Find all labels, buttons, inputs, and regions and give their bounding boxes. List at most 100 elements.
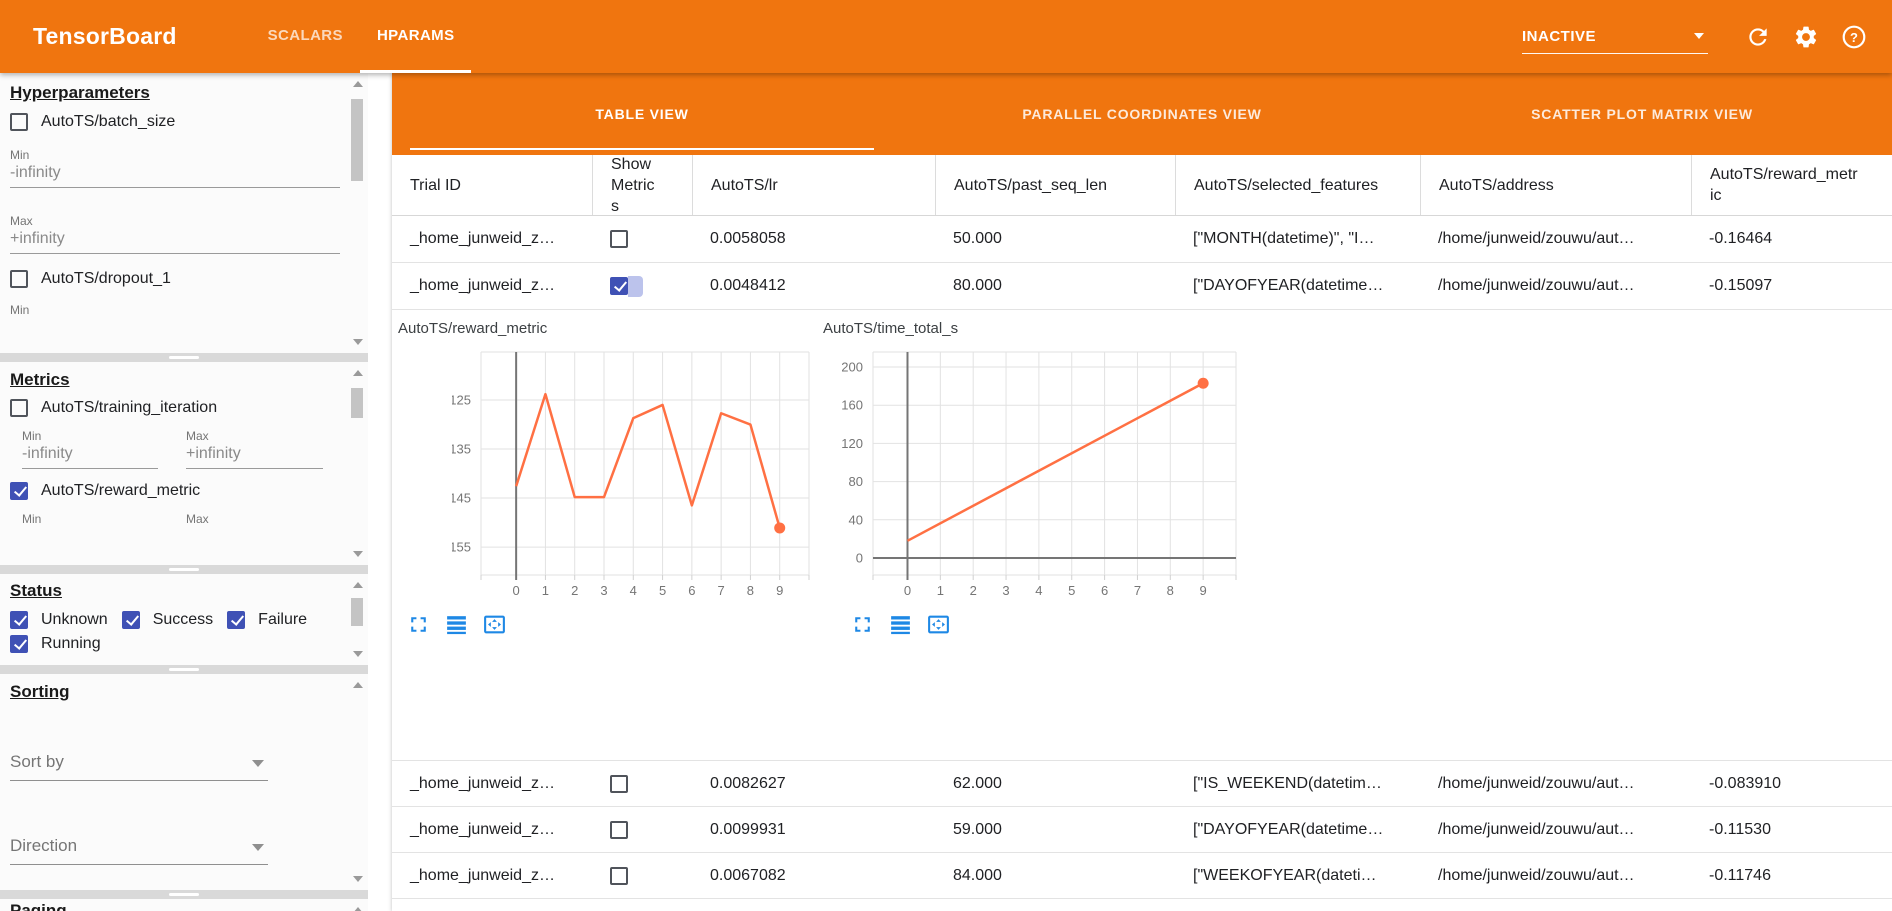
svg-text:2: 2 xyxy=(970,583,977,598)
show-metrics-checkbox[interactable] xyxy=(610,866,628,885)
reward-metric-chart: -0.125 -0.135 -0.145 -0.155 0 1 2 3 4 5 6 7 8 9 xyxy=(452,351,810,598)
column-header[interactable]: AutoTS/selected_features xyxy=(1175,155,1420,215)
section-scrollbar[interactable] xyxy=(350,903,365,911)
tab-scalars[interactable]: SCALARS xyxy=(267,26,343,44)
min-label: Min xyxy=(10,148,30,162)
tab-parallel-coordinates-view[interactable]: PARALLEL COORDINATES VIEW xyxy=(1022,106,1262,122)
show-metrics-checkbox[interactable] xyxy=(610,277,628,295)
max-input[interactable]: +infinity xyxy=(186,443,323,469)
hparam-label: AutoTS/batch_size xyxy=(41,113,176,130)
past-seq-len-cell: 62.000 xyxy=(953,774,1002,792)
table-row: _home_junweid_z… 0.0067082 84.000 ["WEEKOFY… xyxy=(392,853,1892,899)
section-scrollbar[interactable] xyxy=(350,77,365,349)
svg-text:3: 3 xyxy=(600,583,607,598)
section-resize-handle[interactable] xyxy=(0,565,368,574)
table-row: _home_junweid_z… 0.0048412 80.000 ["DAYOFYE… xyxy=(392,263,1892,310)
max-input[interactable]: +infinity xyxy=(10,228,340,254)
status-success-checkbox[interactable] xyxy=(121,611,140,629)
min-input[interactable]: -infinity xyxy=(10,162,340,188)
scroll-up-icon[interactable] xyxy=(353,907,363,911)
column-header[interactable]: AutoTS/past_seq_len xyxy=(935,155,1175,215)
scrollbar-thumb[interactable] xyxy=(351,388,363,418)
direction-value: Direction xyxy=(10,836,78,855)
section-scrollbar[interactable] xyxy=(350,366,365,561)
dropout-checkbox[interactable] xyxy=(10,270,28,288)
svg-text:-0.135: -0.135 xyxy=(452,442,471,457)
svg-text:4: 4 xyxy=(630,583,637,598)
column-header[interactable]: AutoTS/address xyxy=(1420,155,1691,215)
reward-metric-checkbox[interactable] xyxy=(10,482,28,500)
address-cell: /home/junweid/zouwu/aut… xyxy=(1438,230,1635,247)
scroll-down-icon[interactable] xyxy=(353,651,363,657)
trial-id-cell: _home_junweid_z… xyxy=(410,277,555,294)
column-header[interactable]: Trial ID xyxy=(410,176,461,194)
show-metrics-checkbox[interactable] xyxy=(610,820,628,839)
fullscreen-icon[interactable] xyxy=(406,612,431,637)
data-table-icon[interactable] xyxy=(888,612,913,637)
fullscreen-icon[interactable] xyxy=(850,612,875,637)
scroll-up-icon[interactable] xyxy=(353,81,363,87)
scroll-down-icon[interactable] xyxy=(353,551,363,557)
pan-zoom-reset-icon[interactable] xyxy=(482,612,507,637)
tab-scatter-plot-matrix-view[interactable]: SCATTER PLOT MATRIX VIEW xyxy=(1531,106,1753,122)
scroll-up-icon[interactable] xyxy=(353,582,363,588)
hparam-row-batch-size: AutoTS/batch_size xyxy=(10,113,338,131)
paging-heading: Paging xyxy=(10,901,67,911)
scroll-up-icon[interactable] xyxy=(353,682,363,688)
selected-features-cell: ["MONTH(datetime)", "I… xyxy=(1193,230,1375,247)
refresh-icon[interactable] xyxy=(1745,24,1771,50)
column-header[interactable]: AutoTS/lr xyxy=(692,155,935,215)
svg-text:0: 0 xyxy=(513,583,520,598)
trial-id-cell: _home_junweid_z… xyxy=(410,866,555,884)
status-running-checkbox[interactable] xyxy=(10,635,28,653)
status-option-success: Success xyxy=(121,611,213,629)
paging-section: Paging xyxy=(0,899,368,911)
table-row: _home_junweid_z… 0.0082627 62.000 ["IS_WEEK… xyxy=(392,761,1892,807)
reward-metric-cell: -0.15097 xyxy=(1709,277,1773,294)
run-selector-value: INACTIVE xyxy=(1522,27,1597,45)
scroll-up-icon[interactable] xyxy=(353,370,363,376)
run-selector-dropdown[interactable]: INACTIVE xyxy=(1522,20,1708,54)
training-iteration-checkbox[interactable] xyxy=(10,399,28,417)
chart-title: AutoTS/reward_metric xyxy=(398,320,548,337)
direction-select[interactable]: Direction xyxy=(10,834,268,865)
data-table-icon[interactable] xyxy=(444,612,469,637)
svg-text:80: 80 xyxy=(849,474,863,489)
section-scrollbar[interactable] xyxy=(350,678,365,886)
column-header[interactable]: AutoTS/reward_metric xyxy=(1691,155,1892,215)
min-label: Min xyxy=(22,429,42,443)
tab-hparams[interactable]: HPARAMS xyxy=(359,0,472,73)
svg-text:7: 7 xyxy=(718,583,725,598)
show-metrics-checkbox[interactable] xyxy=(610,230,628,248)
chart-toolbar xyxy=(850,612,951,637)
section-resize-handle[interactable] xyxy=(0,353,368,362)
section-resize-handle[interactable] xyxy=(0,665,368,674)
batch-size-checkbox[interactable] xyxy=(10,113,28,131)
status-unknown-checkbox[interactable] xyxy=(10,611,28,629)
tab-table-view[interactable]: TABLE VIEW xyxy=(392,73,892,155)
min-input[interactable]: -infinity xyxy=(22,443,158,469)
show-metrics-checkbox[interactable] xyxy=(610,774,628,793)
max-label: Max xyxy=(186,429,209,443)
section-scrollbar[interactable] xyxy=(350,578,365,661)
scroll-down-icon[interactable] xyxy=(353,339,363,345)
section-resize-handle[interactable] xyxy=(0,890,368,899)
sort-by-select[interactable]: Sort by xyxy=(10,750,268,781)
trial-id-cell: _home_junweid_z… xyxy=(410,774,555,792)
help-icon[interactable]: ? xyxy=(1841,24,1867,50)
svg-text:7: 7 xyxy=(1134,583,1141,598)
sorting-section: Sorting Sort by Direction xyxy=(0,674,368,890)
svg-text:8: 8 xyxy=(1167,583,1174,598)
pan-zoom-reset-icon[interactable] xyxy=(926,612,951,637)
scroll-down-icon[interactable] xyxy=(353,876,363,882)
scrollbar-thumb[interactable] xyxy=(351,99,363,181)
dropdown-caret-icon xyxy=(252,760,264,767)
column-header[interactable]: Show Metrics xyxy=(592,155,692,215)
status-failure-checkbox[interactable] xyxy=(227,611,246,629)
checkbox-ripple xyxy=(628,275,643,297)
show-metrics-cell xyxy=(592,774,692,793)
settings-gear-icon[interactable] xyxy=(1793,24,1819,50)
scrollbar-thumb[interactable] xyxy=(351,598,363,626)
past-seq-len-cell: 50.000 xyxy=(953,230,1002,247)
table-rows-bottom: _home_junweid_z… 0.0082627 62.000 ["IS_WEEK… xyxy=(392,760,1892,899)
